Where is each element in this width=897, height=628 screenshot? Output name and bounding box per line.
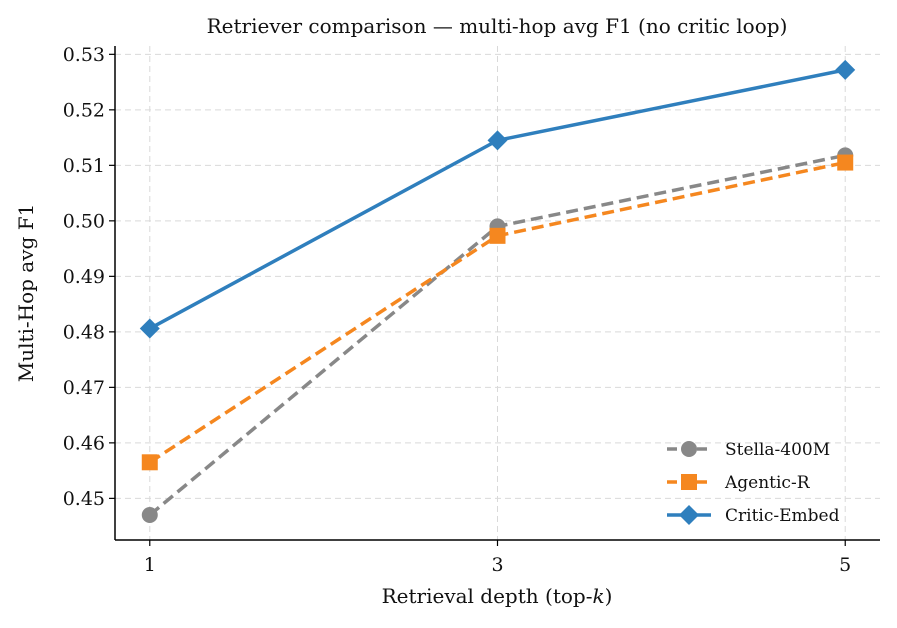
series-layer (139, 59, 856, 524)
legend-marker (681, 474, 697, 490)
legend-item-agentic-r: Agentic-R (667, 473, 811, 493)
x-tick-label: 1 (144, 554, 156, 576)
legend: Stella-400M Agentic-R Critic-Embed (667, 440, 840, 526)
legend-label: Stella-400M (725, 440, 830, 460)
y-tick-label: 0.51 (63, 155, 105, 177)
legend-label: Agentic-R (724, 473, 811, 493)
x-tick-label: 5 (839, 554, 851, 576)
data-point-critic-embed (835, 59, 856, 80)
legend-item-stella-400m: Stella-400M (667, 440, 830, 460)
y-tick-label: 0.46 (63, 432, 105, 454)
legend-item-critic-embed: Critic-Embed (667, 505, 840, 526)
data-point-critic-embed (487, 130, 508, 151)
y-tick-label: 0.53 (63, 44, 105, 66)
y-ticks: 0.45 0.46 0.47 0.48 0.49 0.50 0.51 0.52 0.53 (63, 44, 115, 510)
legend-label: Critic-Embed (725, 506, 840, 526)
data-point-critic-embed (139, 318, 160, 339)
x-tick-label: 3 (491, 554, 503, 576)
x-axis-label: Retrieval depth (top-k) (382, 584, 613, 608)
legend-marker (679, 505, 699, 525)
series-critic-embed (139, 59, 856, 339)
data-point-agentic-r (141, 454, 158, 471)
legend-marker (681, 441, 697, 457)
y-tick-label: 0.49 (63, 266, 105, 288)
chart-title: Retriever comparison — multi-hop avg F1 … (207, 14, 788, 38)
y-tick-label: 0.48 (63, 321, 105, 343)
y-tick-label: 0.50 (63, 210, 105, 232)
series-agentic-r (141, 154, 854, 471)
data-point-agentic-r (837, 154, 854, 171)
y-tick-label: 0.45 (63, 488, 105, 510)
x-axis-label-suffix: ) (605, 584, 613, 608)
grid (115, 46, 880, 540)
data-point-stella-400m (141, 507, 158, 524)
x-axis-label-k: k (592, 584, 604, 608)
x-axis-label-prefix: Retrieval depth (top- (382, 584, 593, 608)
x-ticks: 1 3 5 (144, 540, 851, 576)
y-tick-label: 0.47 (63, 377, 105, 399)
y-axis-label: Multi-Hop avg F1 (14, 204, 38, 383)
y-tick-label: 0.52 (63, 99, 105, 121)
data-point-agentic-r (489, 227, 506, 244)
